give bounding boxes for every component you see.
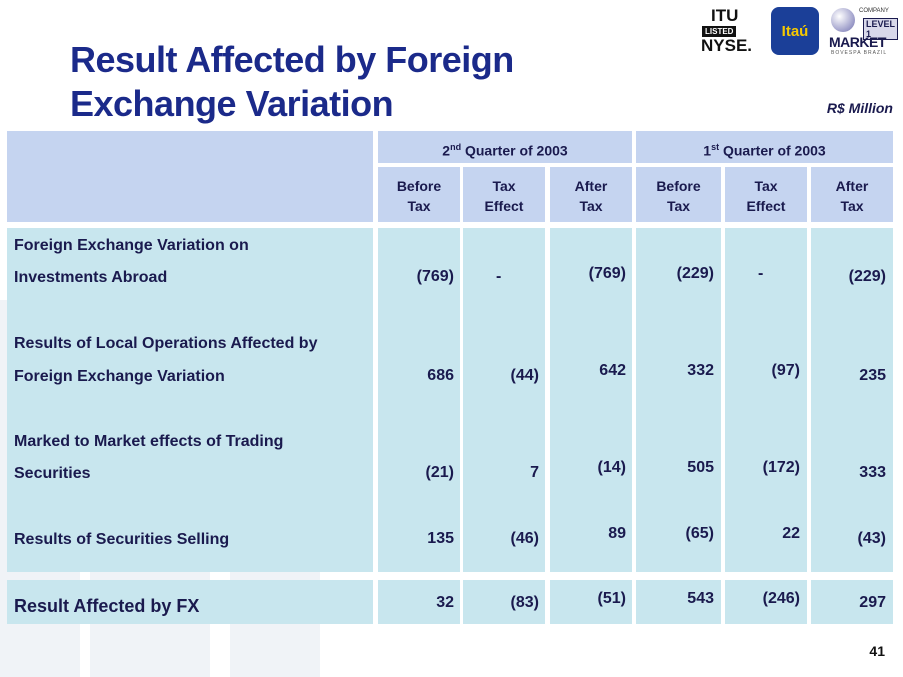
table-cell: 642 — [599, 362, 626, 379]
body-col-q2-before-tax — [378, 228, 460, 572]
total-cell: (51) — [597, 590, 626, 607]
unit-label: R$ Million — [826, 100, 893, 116]
page-title: Result Affected by Foreign Exchange Vari… — [70, 39, 514, 124]
body-col-q1-before-tax — [636, 228, 721, 572]
total-row-label: Result Affected by FX — [14, 596, 200, 616]
body-col-q1-tax-effect — [725, 228, 807, 572]
row-label-fx-investments-line2: Investments Abroad — [14, 269, 168, 286]
row-label-local-ops-line2: Foreign Exchange Variation — [14, 368, 225, 385]
table-cell: 135 — [427, 530, 454, 547]
total-cell-bg — [378, 580, 460, 624]
quarter-header-q1: 1st Quarter of 2003 — [636, 131, 893, 163]
total-cell-bg — [725, 580, 807, 624]
table-cell: 333 — [859, 464, 886, 481]
row-label-mtm-line2: Securities — [14, 465, 91, 482]
table-cell: - — [496, 268, 502, 285]
total-cell-bg — [550, 580, 632, 624]
total-cell: (246) — [762, 590, 800, 607]
total-cell: 32 — [436, 594, 454, 611]
body-col-q2-after-tax — [550, 228, 632, 572]
logo-bar: ITU LISTED NYSE. Itaú COMPANY LEVEL 1 MA… — [699, 6, 898, 56]
row-label-mtm-line1: Marked to Market effects of Trading — [14, 433, 284, 450]
table-cell: 7 — [530, 464, 539, 481]
col-header-q2-before-tax: Before Tax — [378, 167, 460, 222]
table-cell: 686 — [427, 367, 454, 384]
page-number: 41 — [869, 643, 885, 659]
table-cell: (14) — [597, 459, 626, 476]
body-label-column — [7, 228, 373, 572]
col-header-q2-tax-effect: Tax Effect — [463, 167, 545, 222]
col-header-q2-after-tax: After Tax — [550, 167, 632, 222]
row-label-local-ops-line1: Results of Local Operations Affected by — [14, 335, 318, 352]
table-cell: (769) — [416, 268, 454, 285]
total-cell: 297 — [859, 594, 886, 611]
table-cell: - — [758, 265, 764, 282]
table-cell: 89 — [608, 525, 626, 542]
quarter-header-q2: 2nd Quarter of 2003 — [378, 131, 632, 163]
row-label-securities-selling: Results of Securities Selling — [14, 531, 230, 548]
table-cell: (46) — [510, 530, 539, 547]
table-cell: (65) — [685, 525, 714, 542]
total-cell: (83) — [510, 594, 539, 611]
itau-logo: Itaú — [771, 7, 819, 55]
table-cell: (229) — [848, 268, 886, 285]
globe-icon — [831, 8, 855, 32]
col-header-q1-after-tax: After Tax — [811, 167, 893, 222]
table-cell: (97) — [771, 362, 800, 379]
table-cell: (769) — [588, 265, 626, 282]
table-cell: (172) — [762, 459, 800, 476]
itu-nyse-logo: ITU LISTED NYSE. — [701, 6, 753, 55]
col-header-q1-before-tax: Before Tax — [636, 167, 721, 222]
table-cell: (43) — [857, 530, 886, 547]
table-cell: (44) — [510, 367, 539, 384]
table-cell: 235 — [859, 367, 886, 384]
body-col-q1-after-tax — [811, 228, 893, 572]
total-cell-bg — [811, 580, 893, 624]
table-cell: 22 — [782, 525, 800, 542]
table-cell: 505 — [687, 459, 714, 476]
table-cell: (229) — [676, 265, 714, 282]
table-cell: 332 — [687, 362, 714, 379]
table-cell: (21) — [425, 464, 454, 481]
total-cell-bg — [636, 580, 721, 624]
row-label-fx-investments-line1: Foreign Exchange Variation on — [14, 237, 249, 254]
header-label-cell — [7, 131, 373, 222]
total-cell-bg — [463, 580, 545, 624]
col-header-q1-tax-effect: Tax Effect — [725, 167, 807, 222]
bovespa-level1-logo: COMPANY LEVEL 1 MARKET BOVESPA BRAZIL — [829, 6, 898, 56]
total-label-cell — [7, 580, 373, 624]
body-col-q2-tax-effect — [463, 228, 545, 572]
total-cell: 543 — [687, 590, 714, 607]
